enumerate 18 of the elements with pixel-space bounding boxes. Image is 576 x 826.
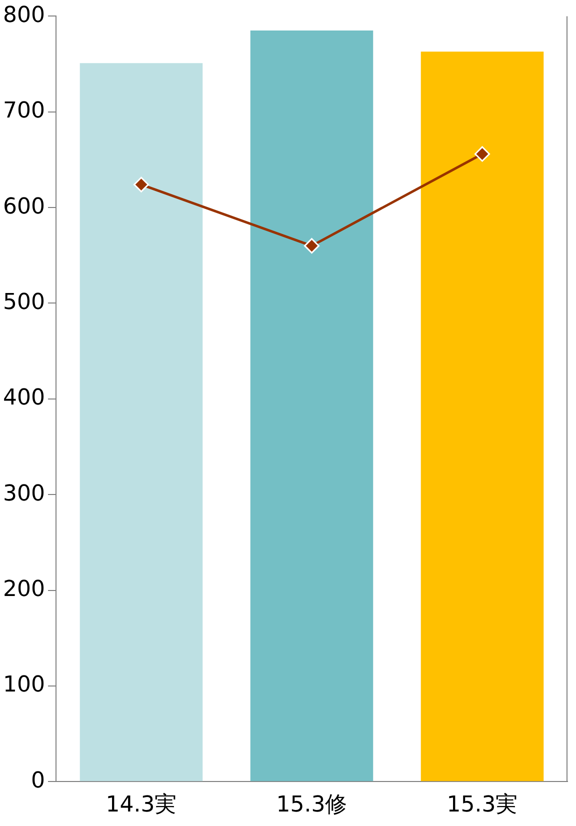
y-tick-label: 0 xyxy=(30,768,45,794)
point xyxy=(304,238,320,254)
x-tick-label: 15.3実 xyxy=(446,792,518,818)
y-tick-label: 400 xyxy=(2,386,45,411)
y-tick-label: 700 xyxy=(2,98,45,124)
bar xyxy=(250,30,374,782)
x-tick-label: 14.3実 xyxy=(106,792,177,818)
point xyxy=(474,146,490,162)
point xyxy=(133,176,149,192)
y-tick-label: 600 xyxy=(2,194,45,220)
x-tick-label: 15.3修 xyxy=(276,792,348,818)
y-tick-label: 800 xyxy=(2,2,45,28)
bar xyxy=(80,63,203,782)
y-tick-label: 100 xyxy=(2,672,45,698)
y-tick-label: 300 xyxy=(2,481,45,506)
y-tick-label: 200 xyxy=(2,576,45,602)
y-tick-label: 500 xyxy=(2,290,45,315)
bar xyxy=(420,52,544,782)
